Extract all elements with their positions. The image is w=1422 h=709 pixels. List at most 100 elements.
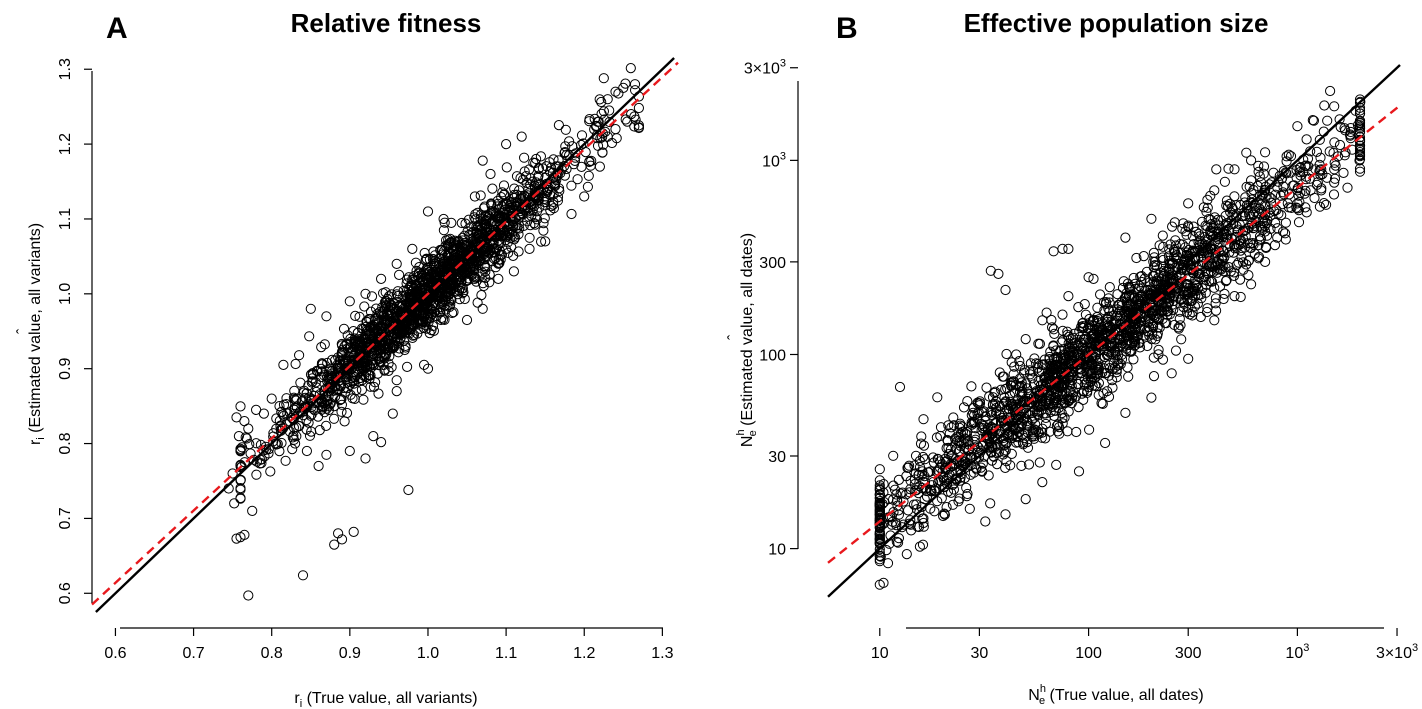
data-point xyxy=(1187,310,1198,321)
data-point xyxy=(271,413,282,424)
data-point xyxy=(391,258,402,269)
data-point xyxy=(941,502,952,513)
data-point xyxy=(443,288,454,299)
data-point xyxy=(1301,160,1312,171)
data-point xyxy=(584,116,595,127)
data-point xyxy=(495,230,506,242)
data-point xyxy=(633,122,645,134)
data-point xyxy=(473,220,484,231)
data-point xyxy=(398,290,409,301)
data-point xyxy=(1258,218,1269,229)
data-point xyxy=(1107,318,1118,329)
data-point xyxy=(1254,203,1265,214)
data-point xyxy=(961,482,972,493)
data-point xyxy=(874,485,885,496)
data-point xyxy=(391,289,402,300)
data-point xyxy=(1086,330,1097,341)
data-point xyxy=(986,447,997,458)
data-point xyxy=(1051,459,1062,470)
data-point xyxy=(1293,217,1305,228)
data-point xyxy=(1322,115,1333,126)
panel-b-y-label-group: Nhe (Estimated value, all dates) ˆ xyxy=(726,233,759,447)
data-point xyxy=(874,531,885,542)
data-point xyxy=(376,437,387,448)
data-point xyxy=(967,443,978,454)
y-tick-label: 30 xyxy=(768,449,786,466)
data-point xyxy=(1064,386,1075,397)
data-point xyxy=(942,435,954,447)
data-point xyxy=(1169,217,1180,228)
data-point xyxy=(533,170,544,181)
data-point xyxy=(1260,192,1271,203)
data-point xyxy=(1024,365,1035,376)
data-point xyxy=(1005,378,1017,389)
x-tick-label: 0.8 xyxy=(261,645,283,662)
data-point xyxy=(1205,228,1216,239)
data-point xyxy=(1266,177,1277,188)
panel-a-y-ticks: 0.6 0.7 0.8 0.9 1.0 1.1 1.2 1.3 xyxy=(57,58,92,604)
data-point xyxy=(1008,369,1019,380)
data-point xyxy=(1245,211,1256,222)
data-point xyxy=(481,215,492,226)
data-point xyxy=(1175,320,1186,331)
data-point xyxy=(1149,256,1161,267)
data-point xyxy=(1041,307,1052,318)
data-point xyxy=(336,534,348,545)
data-point xyxy=(560,141,571,152)
data-point xyxy=(452,247,463,258)
data-point xyxy=(493,258,504,269)
data-point xyxy=(435,302,446,313)
data-point xyxy=(1219,288,1230,299)
data-point xyxy=(935,430,946,442)
data-point xyxy=(423,274,434,286)
data-point xyxy=(1057,418,1068,429)
data-point xyxy=(1063,243,1074,254)
x-tick-label: 30 xyxy=(971,645,989,662)
data-point xyxy=(251,469,262,480)
data-point xyxy=(314,425,325,436)
data-point xyxy=(1339,123,1350,134)
data-point xyxy=(1295,167,1306,178)
data-point xyxy=(1199,231,1210,243)
data-point xyxy=(385,310,396,321)
data-point xyxy=(501,162,512,173)
data-point xyxy=(1133,293,1144,304)
data-point xyxy=(1192,298,1204,309)
data-point xyxy=(981,382,992,393)
data-point xyxy=(348,358,359,369)
data-point xyxy=(1242,222,1254,233)
data-point xyxy=(1040,418,1052,430)
panel-b-points xyxy=(874,85,1366,590)
data-point xyxy=(1149,260,1161,271)
data-point xyxy=(976,425,987,436)
data-point xyxy=(1228,247,1239,258)
data-point xyxy=(1347,144,1358,155)
data-point xyxy=(1230,200,1242,211)
data-point xyxy=(552,195,564,206)
data-point xyxy=(1354,120,1366,131)
data-point xyxy=(916,431,927,442)
data-point xyxy=(385,299,397,311)
panel-a-title: Relative fitness xyxy=(291,8,482,38)
data-point xyxy=(1051,364,1062,375)
data-point xyxy=(511,171,523,182)
data-point xyxy=(1315,152,1326,163)
data-point xyxy=(373,327,384,338)
data-point xyxy=(516,131,527,142)
data-point xyxy=(1202,247,1213,258)
data-point xyxy=(970,434,981,445)
data-point xyxy=(1013,414,1024,425)
data-point xyxy=(611,133,622,144)
data-point xyxy=(1037,359,1048,371)
data-point xyxy=(391,386,402,397)
data-point xyxy=(559,170,571,181)
data-point xyxy=(439,217,450,228)
data-point xyxy=(388,343,399,354)
data-point xyxy=(1187,286,1198,297)
data-point xyxy=(1095,289,1106,300)
data-point xyxy=(335,380,346,391)
data-point xyxy=(1334,139,1346,151)
data-point xyxy=(1314,134,1325,145)
data-point xyxy=(1089,328,1100,339)
data-point xyxy=(350,310,361,321)
